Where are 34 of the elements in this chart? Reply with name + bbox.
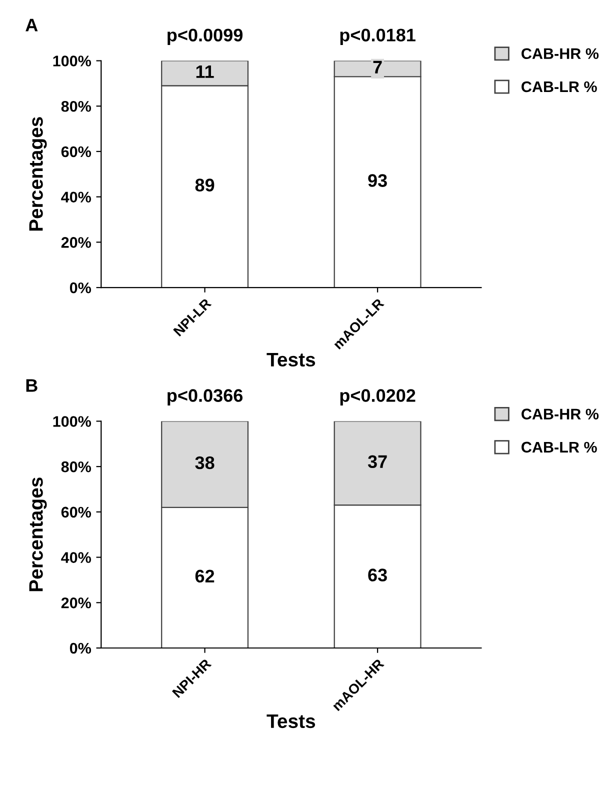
legend-label: CAB-HR % <box>522 408 599 420</box>
y-tick-label: 100% <box>53 416 92 427</box>
data-label: 93 <box>368 174 387 187</box>
legend-label: CAB-LR % <box>522 81 597 92</box>
y-tick-label: 80% <box>61 461 92 472</box>
y-tick-label: 0% <box>70 642 92 654</box>
legend-label: CAB-LR % <box>522 442 597 453</box>
annotation: p<0.0099 <box>168 28 243 46</box>
chart-title: B <box>26 379 38 392</box>
x-axis-title: Tests <box>266 352 316 367</box>
y-tick-label: 100% <box>53 56 92 66</box>
y-tick-label: 40% <box>61 192 92 203</box>
y-tick-label: 20% <box>61 598 92 608</box>
data-label: 11 <box>196 65 214 78</box>
y-tick-label: 20% <box>61 237 92 248</box>
y-axis-title: Percentages <box>29 478 47 592</box>
x-axis-title: Tests <box>266 714 316 728</box>
y-axis-title: Percentages <box>29 117 47 231</box>
chart-title: A <box>26 18 38 32</box>
data-label: 63 <box>368 568 387 582</box>
legend-label: CAB-HR % <box>522 48 599 60</box>
data-label: 62 <box>195 570 214 583</box>
data-label: 89 <box>195 178 214 192</box>
y-tick-label: 40% <box>61 552 92 563</box>
annotation: p<0.0202 <box>340 389 416 406</box>
y-tick-label: 0% <box>70 282 92 294</box>
annotation: p<0.0181 <box>340 28 416 46</box>
data-label: 38 <box>195 456 214 470</box>
y-tick-label: 80% <box>61 100 92 112</box>
y-tick-label: 60% <box>61 506 92 518</box>
annotation: p<0.0366 <box>168 389 243 406</box>
data-label: 7 <box>373 60 382 74</box>
y-tick-label: 60% <box>61 146 92 158</box>
data-label: 37 <box>368 455 387 468</box>
